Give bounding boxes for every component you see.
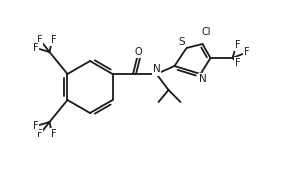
Text: F: F — [37, 129, 42, 139]
Text: F: F — [51, 35, 56, 45]
Text: F: F — [235, 40, 240, 50]
Text: F: F — [33, 121, 38, 131]
Text: N: N — [199, 74, 206, 84]
Text: O: O — [135, 47, 142, 57]
Text: N: N — [153, 65, 160, 75]
Text: Cl: Cl — [202, 27, 211, 37]
Text: F: F — [244, 47, 249, 57]
Text: F: F — [33, 43, 38, 53]
Text: F: F — [235, 58, 240, 68]
Text: F: F — [37, 35, 42, 45]
Text: S: S — [178, 37, 185, 47]
Text: F: F — [51, 129, 56, 139]
